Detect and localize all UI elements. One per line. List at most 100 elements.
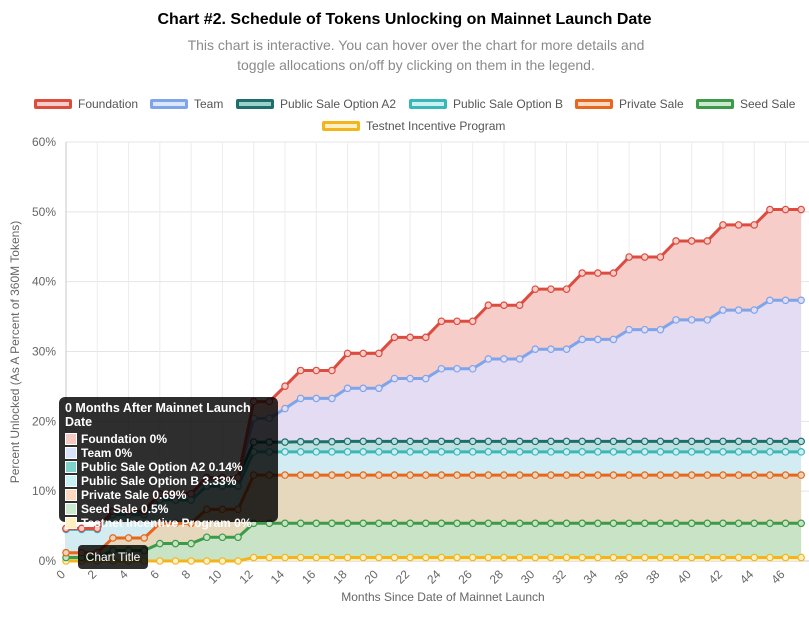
point-public-sale-option-b[interactable]	[359, 448, 368, 456]
point-private-sale[interactable]	[140, 534, 149, 542]
point-seed-sale[interactable]	[343, 519, 352, 528]
point-team[interactable]	[343, 384, 352, 393]
point-public-sale-option-b[interactable]	[296, 448, 305, 456]
point-team[interactable]	[766, 296, 774, 305]
point-public-sale-option-b[interactable]	[766, 448, 774, 456]
point-testnet-incentive-program[interactable]	[390, 553, 399, 562]
point-testnet-incentive-program[interactable]	[703, 553, 712, 562]
point-foundation[interactable]	[296, 366, 305, 375]
point-seed-sale[interactable]	[625, 519, 633, 528]
point-team[interactable]	[328, 394, 336, 403]
point-public-sale-option-b[interactable]	[421, 448, 430, 456]
point-testnet-incentive-program[interactable]	[766, 553, 774, 562]
point-team[interactable]	[406, 374, 414, 383]
point-public-sale-option-a2[interactable]	[359, 437, 368, 446]
point-testnet-incentive-program[interactable]	[609, 553, 618, 562]
point-testnet-incentive-program[interactable]	[421, 553, 430, 562]
point-public-sale-option-b[interactable]	[734, 448, 743, 456]
point-testnet-incentive-program[interactable]	[343, 553, 352, 562]
point-testnet-incentive-program[interactable]	[656, 553, 665, 562]
point-public-sale-option-a2[interactable]	[766, 437, 774, 446]
point-testnet-incentive-program[interactable]	[202, 557, 211, 565]
point-public-sale-option-b[interactable]	[687, 448, 696, 456]
point-public-sale-option-a2[interactable]	[515, 437, 524, 446]
point-foundation[interactable]	[515, 301, 524, 310]
point-public-sale-option-a2[interactable]	[656, 437, 665, 446]
point-team[interactable]	[468, 364, 477, 373]
point-public-sale-option-a2[interactable]	[500, 437, 508, 446]
point-testnet-incentive-program[interactable]	[531, 553, 540, 562]
legend-item-team[interactable]: Team	[150, 97, 223, 111]
point-foundation[interactable]	[312, 366, 321, 375]
point-team[interactable]	[296, 394, 305, 403]
point-foundation[interactable]	[766, 205, 774, 214]
point-foundation[interactable]	[531, 285, 540, 293]
point-private-sale[interactable]	[750, 471, 759, 479]
point-seed-sale[interactable]	[578, 519, 586, 528]
point-public-sale-option-a2[interactable]	[640, 437, 649, 446]
point-public-sale-option-b[interactable]	[453, 448, 461, 456]
point-seed-sale[interactable]	[390, 519, 399, 528]
point-public-sale-option-a2[interactable]	[562, 437, 571, 446]
point-seed-sale[interactable]	[656, 519, 665, 528]
point-seed-sale[interactable]	[296, 519, 305, 528]
legend-item-public-sale-b[interactable]: Public Sale Option B	[409, 97, 563, 111]
point-private-sale[interactable]	[296, 471, 305, 479]
point-testnet-incentive-program[interactable]	[484, 553, 493, 562]
point-foundation[interactable]	[359, 349, 368, 358]
point-foundation[interactable]	[719, 221, 727, 229]
point-seed-sale[interactable]	[468, 519, 477, 528]
point-public-sale-option-a2[interactable]	[437, 437, 446, 446]
point-private-sale[interactable]	[406, 471, 414, 479]
point-foundation[interactable]	[578, 269, 586, 277]
point-team[interactable]	[281, 404, 289, 413]
point-foundation[interactable]	[625, 253, 633, 261]
point-private-sale[interactable]	[766, 471, 774, 479]
point-private-sale[interactable]	[797, 471, 805, 479]
point-seed-sale[interactable]	[750, 519, 759, 528]
point-seed-sale[interactable]	[703, 519, 712, 528]
point-seed-sale[interactable]	[594, 519, 602, 528]
point-private-sale[interactable]	[359, 471, 368, 479]
point-public-sale-option-b[interactable]	[656, 448, 665, 456]
point-testnet-incentive-program[interactable]	[312, 553, 321, 562]
point-team[interactable]	[421, 374, 430, 383]
point-seed-sale[interactable]	[562, 519, 571, 528]
point-private-sale[interactable]	[468, 471, 477, 479]
point-testnet-incentive-program[interactable]	[187, 557, 195, 565]
point-seed-sale[interactable]	[500, 519, 508, 528]
point-seed-sale[interactable]	[218, 533, 227, 542]
point-public-sale-option-b[interactable]	[484, 448, 493, 456]
point-seed-sale[interactable]	[531, 519, 540, 528]
point-public-sale-option-b[interactable]	[640, 448, 649, 456]
point-testnet-incentive-program[interactable]	[640, 553, 649, 562]
point-seed-sale[interactable]	[234, 533, 242, 542]
point-public-sale-option-a2[interactable]	[468, 437, 477, 446]
point-private-sale[interactable]	[453, 471, 461, 479]
point-team[interactable]	[656, 325, 665, 334]
point-testnet-incentive-program[interactable]	[453, 553, 461, 562]
point-public-sale-option-a2[interactable]	[687, 437, 696, 446]
point-testnet-incentive-program[interactable]	[468, 553, 477, 562]
point-public-sale-option-a2[interactable]	[547, 437, 555, 446]
point-foundation[interactable]	[453, 317, 461, 326]
point-public-sale-option-a2[interactable]	[328, 437, 336, 446]
point-testnet-incentive-program[interactable]	[578, 553, 586, 562]
point-foundation[interactable]	[421, 333, 430, 342]
point-private-sale[interactable]	[281, 471, 289, 479]
point-public-sale-option-a2[interactable]	[609, 437, 618, 446]
point-public-sale-option-b[interactable]	[609, 448, 618, 456]
point-seed-sale[interactable]	[359, 519, 368, 528]
point-seed-sale[interactable]	[202, 533, 211, 542]
point-testnet-incentive-program[interactable]	[281, 553, 289, 562]
point-seed-sale[interactable]	[781, 519, 790, 528]
point-public-sale-option-a2[interactable]	[406, 437, 414, 446]
point-testnet-incentive-program[interactable]	[797, 553, 805, 562]
point-team[interactable]	[719, 306, 727, 314]
point-public-sale-option-b[interactable]	[562, 448, 571, 456]
point-foundation[interactable]	[484, 301, 493, 310]
point-seed-sale[interactable]	[609, 519, 618, 528]
point-team[interactable]	[625, 325, 633, 334]
point-public-sale-option-a2[interactable]	[390, 437, 399, 446]
point-private-sale[interactable]	[375, 471, 383, 479]
